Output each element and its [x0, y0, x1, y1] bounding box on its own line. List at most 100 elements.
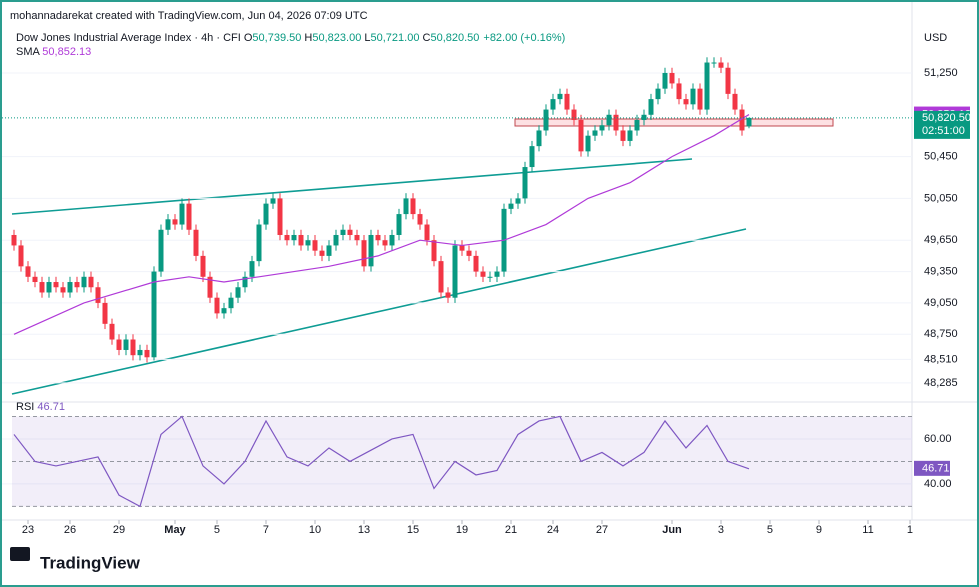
candle-body: [459, 245, 465, 251]
candle-body: [32, 276, 38, 283]
candle: [452, 240, 458, 303]
candle: [144, 344, 150, 363]
candle: [536, 125, 542, 152]
candle: [529, 140, 535, 173]
candle: [256, 219, 262, 267]
candle: [746, 117, 752, 129]
candle: [641, 109, 647, 126]
y-tick-label: 49,650: [924, 234, 958, 246]
field-key: L: [364, 32, 371, 44]
candle: [221, 302, 227, 319]
field-value: 50,823.00: [312, 32, 362, 44]
candle-body: [312, 240, 318, 251]
candle-body: [326, 245, 332, 256]
candle-body: [249, 261, 255, 277]
candle-body: [578, 120, 584, 152]
candle: [319, 245, 325, 262]
candle: [690, 83, 696, 110]
candle-body: [676, 83, 682, 100]
candle-body: [410, 198, 416, 215]
candle: [606, 109, 612, 131]
candle-body: [732, 93, 738, 110]
candle-body: [697, 88, 703, 110]
candle-body: [494, 271, 500, 277]
candle: [186, 198, 192, 235]
candle: [480, 266, 486, 283]
sma-value: 50,852.13: [42, 46, 92, 58]
candle-body: [466, 250, 472, 256]
candle-body: [144, 349, 150, 358]
candle-body: [529, 146, 535, 168]
candle-body: [655, 88, 661, 100]
candle-body: [662, 72, 668, 89]
x-tick-label: 5: [767, 524, 773, 536]
candle: [389, 229, 395, 251]
candle-body: [424, 224, 430, 241]
candle: [543, 104, 549, 136]
candle-body: [389, 234, 395, 246]
field-key: C: [422, 32, 431, 44]
candle-body: [725, 67, 731, 94]
candle: [487, 271, 493, 283]
candle-body: [179, 203, 185, 225]
candle: [508, 198, 514, 215]
candle-body: [305, 240, 311, 246]
candle: [151, 266, 157, 361]
candle-body: [627, 130, 633, 141]
y-tick-label: 40.00: [924, 478, 952, 490]
candle: [326, 240, 332, 262]
candle: [732, 88, 738, 115]
candle: [550, 93, 556, 115]
x-tick-label: 9: [816, 524, 822, 536]
candle: [46, 276, 52, 298]
y-tick-label: 49,350: [924, 265, 958, 277]
candle-body: [571, 109, 577, 121]
candle: [354, 229, 360, 246]
candle: [207, 271, 213, 303]
candle-body: [151, 271, 157, 358]
candle: [718, 57, 724, 73]
candle-body: [599, 125, 605, 131]
candle-body: [39, 282, 45, 293]
candle: [39, 276, 45, 298]
candle: [410, 193, 416, 220]
candle: [669, 67, 675, 89]
candle-body: [641, 114, 647, 121]
field-value: 50,721.00: [370, 32, 420, 44]
candle-body: [228, 297, 234, 309]
trendline: [11, 228, 747, 395]
candle: [88, 271, 94, 293]
candle-body: [543, 109, 549, 131]
candle-body: [508, 203, 514, 209]
candle: [620, 125, 626, 147]
candle-body: [263, 203, 269, 225]
candle-body: [445, 292, 451, 298]
y-tick-label: 60.00: [924, 433, 952, 445]
candle: [228, 292, 234, 314]
candle: [214, 292, 220, 319]
candle: [473, 250, 479, 277]
y-tick-label: 48,510: [924, 353, 958, 365]
candle-body: [515, 198, 521, 204]
candle: [515, 193, 521, 209]
candle: [711, 57, 717, 68]
candle: [193, 224, 199, 262]
candle-body: [550, 99, 556, 110]
countdown: 02:51:00: [922, 125, 965, 137]
logo-icon: [10, 547, 30, 561]
candle: [403, 193, 409, 220]
brand: TradingView: [40, 553, 141, 572]
candle: [662, 67, 668, 94]
candle: [417, 208, 423, 230]
candle-body: [333, 234, 339, 246]
candle-body: [347, 229, 353, 235]
candle-body: [522, 167, 528, 199]
field-value: 50,820.50: [430, 32, 480, 44]
candle-body: [123, 339, 129, 350]
candle: [109, 318, 115, 345]
candle-body: [46, 282, 52, 293]
field-key: H: [304, 32, 313, 44]
rsi-name: RSI: [16, 401, 35, 413]
candle: [725, 62, 731, 100]
y-tick-label: 51,250: [924, 67, 958, 79]
